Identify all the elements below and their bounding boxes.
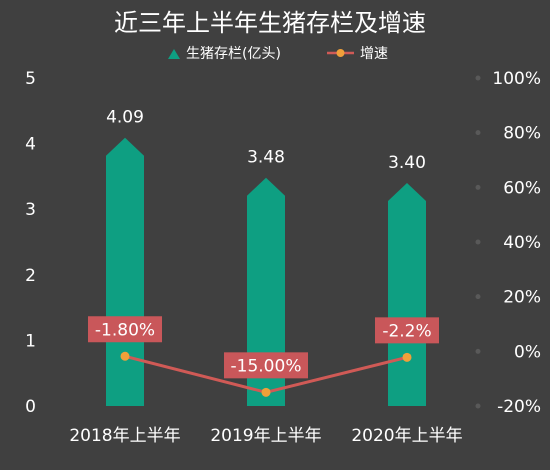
rate-point [261,387,271,397]
legend-label-line: 增速 [360,46,388,62]
rate-label-box [88,316,162,343]
rate-label-box [224,352,308,379]
bar [247,177,285,406]
category-labels: 2018年上半年 2019年上半年 2020年上半年 [69,426,462,446]
rate-label: -2.2% [382,321,431,341]
bar [106,137,144,407]
right-tick-label: 60% [503,178,541,198]
category-label: 2018年上半年 [69,426,180,446]
left-tick-label: 3 [25,200,36,220]
right-tick-mark [475,294,481,300]
right-tick-mark [475,403,481,409]
right-tick-mark [475,75,481,81]
right-tick-mark [475,184,481,190]
bar-value-label: 3.40 [388,153,426,173]
legend-marker-dot [336,49,345,57]
left-tick-label: 0 [25,397,36,417]
chart-title: 近三年上半年生猪存栏及增速 [114,9,426,37]
rate-label: -1.80% [95,320,155,340]
bar-value-labels: 4.09 3.48 3.40 [106,108,426,173]
rate-line-layer [120,351,412,397]
right-tick-label: 20% [503,288,541,308]
right-tick-mark [475,348,481,354]
right-tick-label: 0% [514,342,541,362]
right-tick-label: -20% [497,397,541,417]
legend-item-line: 增速 [327,46,388,62]
legend-label-bars: 生猪存栏(亿头) [186,46,281,62]
rate-label-box [375,317,439,344]
left-axis: 0 1 2 3 4 5 [25,69,36,417]
right-tick-mark [475,239,481,245]
category-label: 2019年上半年 [210,426,321,446]
rate-labels: -1.80% -15.00% -2.2% [88,316,439,379]
bar-value-label: 3.48 [247,148,285,168]
bar-value-label: 4.09 [106,108,144,128]
right-tick-label: 40% [503,233,541,253]
legend-marker-bars [168,49,180,59]
rate-point [120,351,130,361]
rate-label: -15.00% [231,356,302,376]
category-label: 2020年上半年 [351,426,462,446]
left-tick-label: 2 [25,266,36,286]
left-tick-label: 4 [25,135,36,155]
bar [388,182,426,406]
right-tick-label: 100% [492,69,541,89]
left-tick-label: 5 [25,69,36,89]
legend-item-bars: 生猪存栏(亿头) [168,46,281,62]
rate-point [402,352,412,362]
left-tick-label: 1 [25,331,36,351]
right-axis: -20% 0% 20% 40% 60% 80% 100% [475,69,541,417]
right-tick-mark [475,130,481,136]
right-tick-label: 80% [503,124,541,144]
legend: 生猪存栏(亿头) 增速 [168,46,388,62]
